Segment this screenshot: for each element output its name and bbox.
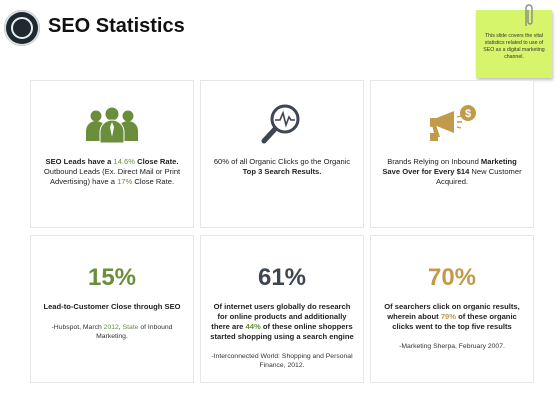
inbound-marketing-text: Brands Relying on Inbound Marketing Save… [382, 157, 522, 186]
stat-value-70: 70% [427, 264, 477, 291]
seo-leads-text: SEO Leads have a 14.6% Close Rate. Outbo… [43, 157, 181, 186]
organic-results-source: -Marketing Sherpa, February 2007. [399, 343, 505, 350]
sticky-note: This slide covers the vital statistics r… [476, 10, 552, 78]
magnifier-pulse-icon [261, 104, 300, 144]
card-organic-clicks: 60% of all Organic Clicks go the Organic… [200, 80, 364, 228]
internet-users-headline: Of internet users globally do research f… [210, 302, 354, 341]
organic-results-headline: Of searchers click on organic results, w… [384, 302, 520, 331]
close-rate-source: -Hubspot, March 2012, State of Inbound M… [51, 324, 173, 340]
svg-text:$: $ [465, 108, 471, 120]
megaphone-money-icon: $ [430, 105, 476, 141]
paperclip-icon [525, 4, 533, 26]
people-group-icon [86, 107, 138, 144]
card-internet-users: 61% Of internet users globally do resear… [200, 235, 364, 383]
logo-circle-icon [4, 10, 40, 46]
card-seo-leads: SEO Leads have a 14.6% Close Rate. Outbo… [30, 80, 194, 228]
close-rate-headline: Lead-to-Customer Close through SEO [43, 302, 181, 311]
stat-value-61: 61% [257, 264, 307, 291]
page-title: SEO Statistics [48, 15, 185, 37]
stat-value-15: 15% [87, 264, 137, 291]
card-close-rate: 15% Lead-to-Customer Close through SEO -… [30, 235, 194, 383]
card-inbound-marketing: $ Brands Relying on Inbound Marketing Sa… [370, 80, 534, 228]
card-organic-results: 70% Of searchers click on organic result… [370, 235, 534, 383]
stats-grid: SEO Leads have a 14.6% Close Rate. Outbo… [30, 80, 540, 383]
organic-clicks-text: 60% of all Organic Clicks go the Organic… [213, 157, 351, 176]
internet-users-source: -Interconnected World: Shopping and Pers… [211, 353, 353, 369]
sticky-note-text: This slide covers the vital statistics r… [483, 33, 545, 60]
